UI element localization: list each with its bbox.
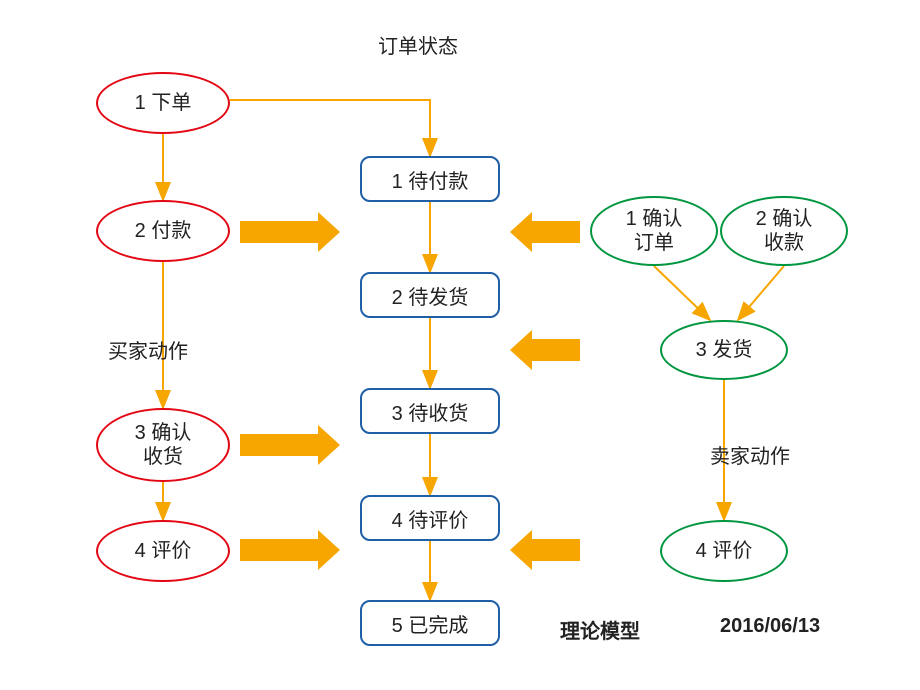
- thick-arrow-2: [510, 330, 580, 370]
- node-b1: 1 下单: [96, 72, 230, 134]
- node-b4: 4 评价: [96, 520, 230, 582]
- label-footer_left: 理论模型: [560, 615, 640, 644]
- node-g2: 2 确认收款: [720, 196, 848, 266]
- node-label-g1: 1 确认订单: [626, 207, 683, 255]
- node-label-b2: 2 付款: [135, 219, 192, 243]
- thin-arrow-9: [738, 266, 784, 320]
- node-s4: 4 待评价: [360, 495, 500, 541]
- thin-arrow-3: [230, 100, 430, 156]
- node-s2: 2 待发货: [360, 272, 500, 318]
- thick-arrow-3: [240, 425, 340, 465]
- node-label-s2: 2 待发货: [392, 281, 469, 310]
- node-g4: 4 评价: [660, 520, 788, 582]
- node-g1: 1 确认订单: [590, 196, 718, 266]
- node-label-b3: 3 确认收货: [135, 421, 192, 469]
- node-s3: 3 待收货: [360, 388, 500, 434]
- label-seller: 卖家动作: [710, 440, 790, 469]
- thick-arrow-1: [510, 212, 580, 252]
- thin-arrow-8: [654, 266, 710, 320]
- node-s1: 1 待付款: [360, 156, 500, 202]
- node-label-g4: 4 评价: [696, 539, 753, 563]
- node-label-s5: 5 已完成: [392, 609, 469, 638]
- node-label-g3: 3 发货: [696, 338, 753, 362]
- node-b2: 2 付款: [96, 200, 230, 262]
- label-title: 订单状态: [378, 30, 458, 59]
- thick-arrow-5: [510, 530, 580, 570]
- label-buyer: 买家动作: [108, 335, 188, 364]
- node-label-s1: 1 待付款: [392, 165, 469, 194]
- node-label-b4: 4 评价: [135, 539, 192, 563]
- node-g3: 3 发货: [660, 320, 788, 380]
- thick-arrow-0: [240, 212, 340, 252]
- thick-arrow-4: [240, 530, 340, 570]
- node-label-g2: 2 确认收款: [756, 207, 813, 255]
- node-label-s3: 3 待收货: [392, 397, 469, 426]
- node-label-b1: 1 下单: [135, 91, 192, 115]
- node-label-s4: 4 待评价: [392, 504, 469, 533]
- node-s5: 5 已完成: [360, 600, 500, 646]
- node-b3: 3 确认收货: [96, 408, 230, 482]
- label-footer_right: 2016/06/13: [720, 615, 820, 638]
